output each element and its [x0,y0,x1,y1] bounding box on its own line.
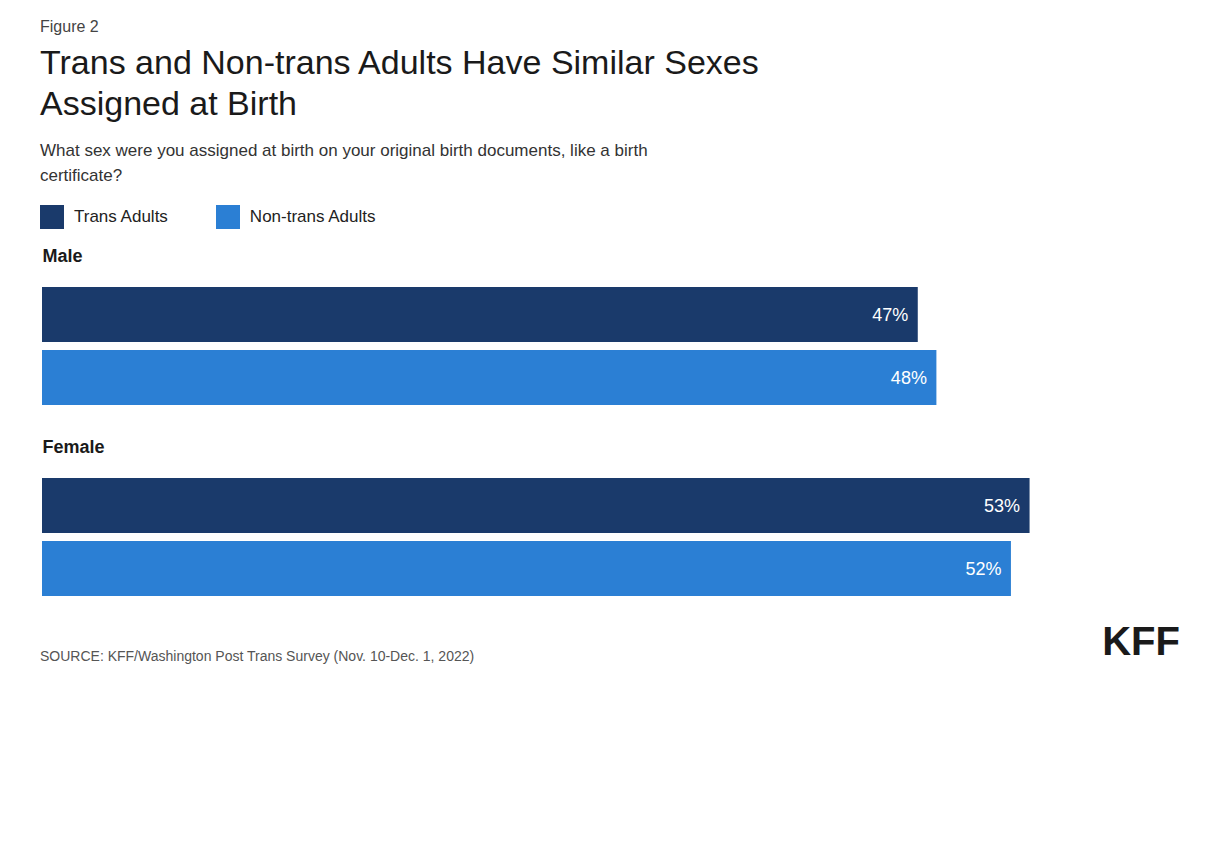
html-text:Trans Adults: Trans Adults [74,206,168,226]
html-text:SOURCE: KFF/Washington Post Tr: SOURCE: KFF/Washington Post Trans Survey… [40,647,475,664]
html-text:What sex were you assigned at: What sex were you assigned at birth on y… [40,140,648,186]
html-text:KFF: KFF [1102,618,1180,663]
html-text:Non-trans Adults: Non-trans Adults [249,206,376,226]
svg-text:Female: Female [43,437,105,457]
html-text:Figure 2: Figure 2 [40,18,99,35]
svg-text:53%: 53% [984,495,1020,515]
svg-text:47%: 47% [872,304,908,324]
svg-text:52%: 52% [965,558,1001,578]
html-text:Trans and Non-trans Adults Hav: Trans and Non-trans Adults Have Similar … [40,43,759,122]
svg-text:48%: 48% [891,367,927,387]
svg-text:Male: Male [43,246,83,266]
